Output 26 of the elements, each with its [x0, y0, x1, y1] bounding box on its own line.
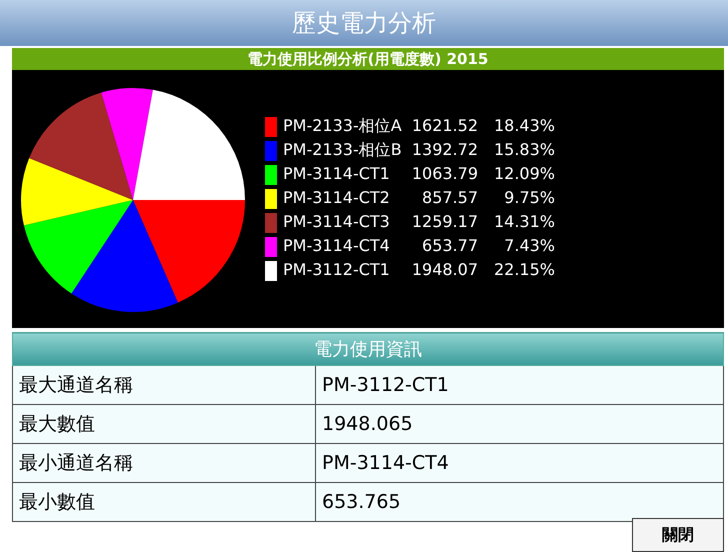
text: PM-3114-CT4 [316, 444, 724, 482]
close-button[interactable]: 關閉 [632, 518, 724, 552]
text: 653.77 7.43% [422, 236, 555, 256]
data-label: 1063.79 12.09% [412, 164, 555, 184]
legend-label: PM-3112-CT1 [283, 260, 390, 280]
text: 最大數值 [12, 404, 316, 444]
text: 653.765 [316, 482, 724, 522]
data-label: 1392.72 15.83% [412, 140, 555, 160]
legend-label: PM-3114-CT2 [283, 188, 390, 208]
legend-label: PM-3114-CT3 [283, 212, 390, 232]
data-label: 1621.52 18.43% [412, 116, 555, 136]
text: 電力使用資訊 [12, 332, 724, 366]
chart-title: 歷史電力分析 [0, 0, 728, 46]
text: 1948.065 [316, 404, 724, 444]
text: 最大通道名稱 [12, 366, 316, 404]
legend-label: PM-2133-相位B [283, 140, 402, 160]
legend-label: PM-3114-CT4 [283, 236, 390, 256]
legend-label: PM-3114-CT1 [283, 164, 390, 184]
chart-subtitle: 電力使用比例分析(用電度數) 2015 [12, 48, 724, 70]
text: PM-3112-CT1 [316, 366, 724, 404]
text: 最小通道名稱 [12, 444, 316, 482]
data-label: 1948.07 22.15% [412, 260, 555, 280]
data-label: 1259.17 14.31% [412, 212, 555, 232]
legend-label: PM-2133-相位A [283, 116, 402, 136]
text: 最小數值 [12, 482, 316, 522]
text: 857.57 9.75% [422, 188, 555, 208]
